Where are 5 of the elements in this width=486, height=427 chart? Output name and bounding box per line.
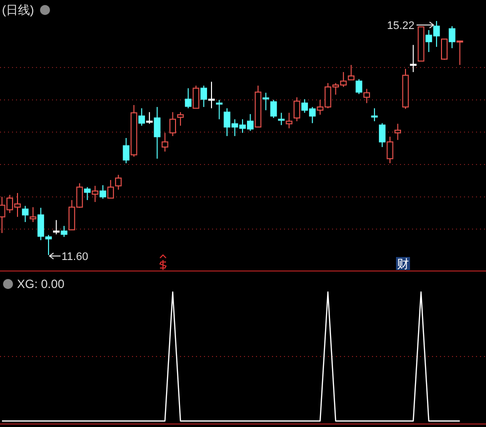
- chart-title: XG: 0.00: [17, 277, 65, 291]
- annotation: 11.60: [62, 251, 88, 263]
- chart-title: (日线): [2, 3, 34, 17]
- text: 财: [397, 257, 409, 271]
- annotation: 15.22: [387, 20, 415, 32]
